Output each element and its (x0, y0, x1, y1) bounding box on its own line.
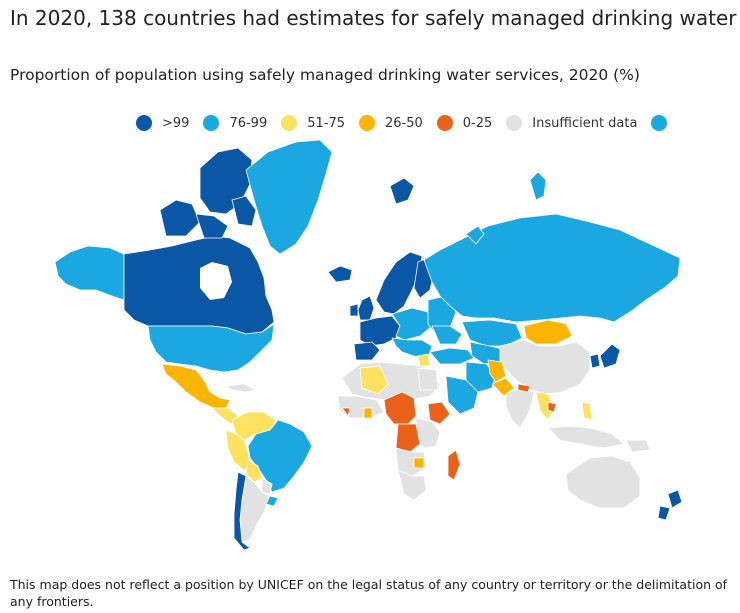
region-central-europe (391, 307, 433, 341)
region-mongolia (523, 319, 573, 345)
legend-item-51-75: 51-75 (281, 115, 345, 131)
legend-swatch-above-99 (136, 115, 152, 131)
legend-label-insufficient-data: Insufficient data (532, 115, 638, 131)
region-kazakhstan (461, 319, 523, 347)
region-central-africa (383, 391, 417, 425)
legend-swatch-76-99 (203, 115, 220, 131)
region-hudson-bay (200, 262, 232, 300)
region-svalbard (389, 177, 415, 205)
legend-label-51-75: 51-75 (307, 115, 345, 131)
region-canada-islands-3 (195, 213, 229, 239)
region-india (505, 387, 535, 429)
region-canada-islands-4 (231, 195, 257, 227)
region-zimbabwe (413, 457, 425, 469)
region-greece (417, 353, 431, 367)
legend-item-76-99: 76-99 (203, 115, 267, 131)
legend-item-above-99: >99 (136, 115, 189, 131)
region-greenland (245, 139, 333, 255)
region-ireland (349, 303, 359, 317)
region-australia (565, 455, 641, 509)
region-canada-islands-1 (199, 147, 253, 215)
region-paraguay (261, 477, 273, 495)
region-egypt (417, 367, 439, 391)
region-southeast-asia (535, 391, 555, 421)
legend-swatch-0-25 (436, 115, 453, 131)
region-arabia (445, 375, 479, 415)
legend-swatch-26-50 (359, 115, 375, 131)
region-iceland (327, 265, 353, 283)
region-ghana (363, 407, 373, 419)
region-uruguay (265, 495, 279, 507)
region-sierra-leone (341, 407, 351, 417)
region-malaysia-indonesia (547, 425, 625, 449)
region-southern-africa (397, 469, 427, 501)
region-uk (357, 295, 375, 321)
region-bolivia (245, 459, 263, 483)
region-russia (423, 213, 681, 323)
region-western-europe (359, 315, 401, 347)
chart-title: In 2020, 138 countries had estimates for… (10, 6, 737, 30)
region-drc (395, 423, 421, 453)
region-japan (599, 343, 621, 369)
region-brazil (247, 419, 313, 493)
region-madagascar (447, 449, 461, 481)
region-canada (123, 235, 275, 335)
region-chile (233, 471, 251, 551)
region-cuba (225, 383, 257, 393)
legend-swatch-51-75 (281, 115, 298, 131)
legend-item-26-50: 26-50 (359, 115, 423, 131)
region-russia-islands (529, 171, 547, 201)
legend-label-0-25: 0-25 (462, 115, 493, 131)
region-turkey (429, 347, 475, 365)
region-nepal (517, 383, 531, 393)
region-korea (589, 353, 601, 369)
legend-item-0-25: 0-25 (436, 115, 493, 131)
region-new-zealand-north (667, 489, 683, 509)
region-afghanistan (487, 359, 507, 383)
legend-label-26-50: 26-50 (385, 115, 423, 131)
region-alaska (54, 245, 125, 301)
footnote: This map does not reflect a position by … (10, 577, 728, 609)
region-png (625, 439, 651, 453)
legend-item-insufficient-data: Insufficient data (506, 115, 637, 131)
world-map (0, 138, 740, 558)
region-philippines (581, 401, 593, 421)
legend-item-extra (651, 115, 668, 131)
region-usa (147, 323, 275, 373)
legend-swatch-extra (651, 115, 668, 131)
region-ethiopia (427, 401, 451, 425)
region-canada-islands-2 (159, 199, 201, 237)
region-algeria (359, 365, 389, 395)
region-ukraine (431, 325, 463, 345)
chart-subtitle: Proportion of population using safely ma… (10, 66, 640, 84)
region-pakistan (491, 377, 515, 397)
legend: >99 76-99 51-75 26-50 0-25 Insufficient … (136, 115, 668, 131)
legend-label-76-99: 76-99 (229, 115, 268, 131)
world-map-svg (54, 139, 683, 551)
region-new-zealand-south (657, 505, 671, 521)
legend-label-above-99: >99 (162, 115, 190, 131)
region-cambodia (547, 401, 557, 413)
region-iberia (353, 341, 381, 361)
region-novaya-zemlya (465, 225, 485, 245)
region-mexico (161, 363, 231, 409)
legend-swatch-insufficient-data (506, 115, 523, 131)
region-west-africa (337, 395, 385, 419)
region-china (499, 339, 591, 395)
